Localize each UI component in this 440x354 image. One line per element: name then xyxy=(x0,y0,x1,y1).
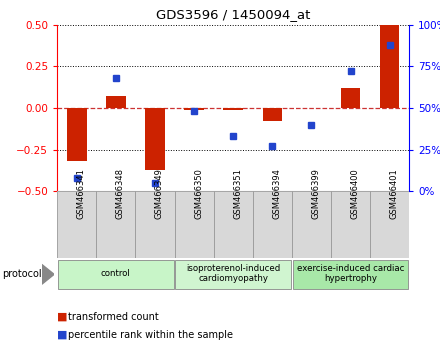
Text: ■: ■ xyxy=(57,312,68,322)
Bar xyxy=(67,108,87,161)
Bar xyxy=(175,191,214,258)
Bar xyxy=(145,108,165,170)
Title: GDS3596 / 1450094_at: GDS3596 / 1450094_at xyxy=(156,8,310,21)
Text: ■: ■ xyxy=(57,330,68,339)
Bar xyxy=(58,260,174,289)
Text: GSM466349: GSM466349 xyxy=(155,168,164,219)
Text: GSM466341: GSM466341 xyxy=(77,168,86,219)
Text: transformed count: transformed count xyxy=(68,312,159,322)
Bar xyxy=(175,260,291,289)
Text: GSM466348: GSM466348 xyxy=(116,168,125,219)
Bar xyxy=(184,108,204,110)
Bar xyxy=(214,191,253,258)
Bar xyxy=(224,108,243,110)
Bar xyxy=(96,191,136,258)
Bar xyxy=(331,191,370,258)
Text: GSM466399: GSM466399 xyxy=(312,168,320,219)
Text: control: control xyxy=(101,269,131,278)
Text: GSM466400: GSM466400 xyxy=(351,168,359,218)
Bar xyxy=(370,191,409,258)
Bar xyxy=(253,191,292,258)
Bar xyxy=(57,191,96,258)
Bar xyxy=(136,191,175,258)
Text: GSM466401: GSM466401 xyxy=(390,168,399,218)
Bar xyxy=(293,260,408,289)
Bar xyxy=(341,88,360,108)
Text: GSM466394: GSM466394 xyxy=(272,168,281,219)
Bar xyxy=(106,96,126,108)
Text: percentile rank within the sample: percentile rank within the sample xyxy=(68,330,233,339)
Text: protocol: protocol xyxy=(2,269,42,279)
Bar xyxy=(263,108,282,121)
Polygon shape xyxy=(42,264,54,284)
Text: GSM466350: GSM466350 xyxy=(194,168,203,219)
Bar xyxy=(380,25,400,108)
Text: GSM466351: GSM466351 xyxy=(233,168,242,219)
Bar xyxy=(292,191,331,258)
Text: isoproterenol-induced
cardiomyopathy: isoproterenol-induced cardiomyopathy xyxy=(186,264,280,284)
Text: exercise-induced cardiac
hypertrophy: exercise-induced cardiac hypertrophy xyxy=(297,264,404,284)
